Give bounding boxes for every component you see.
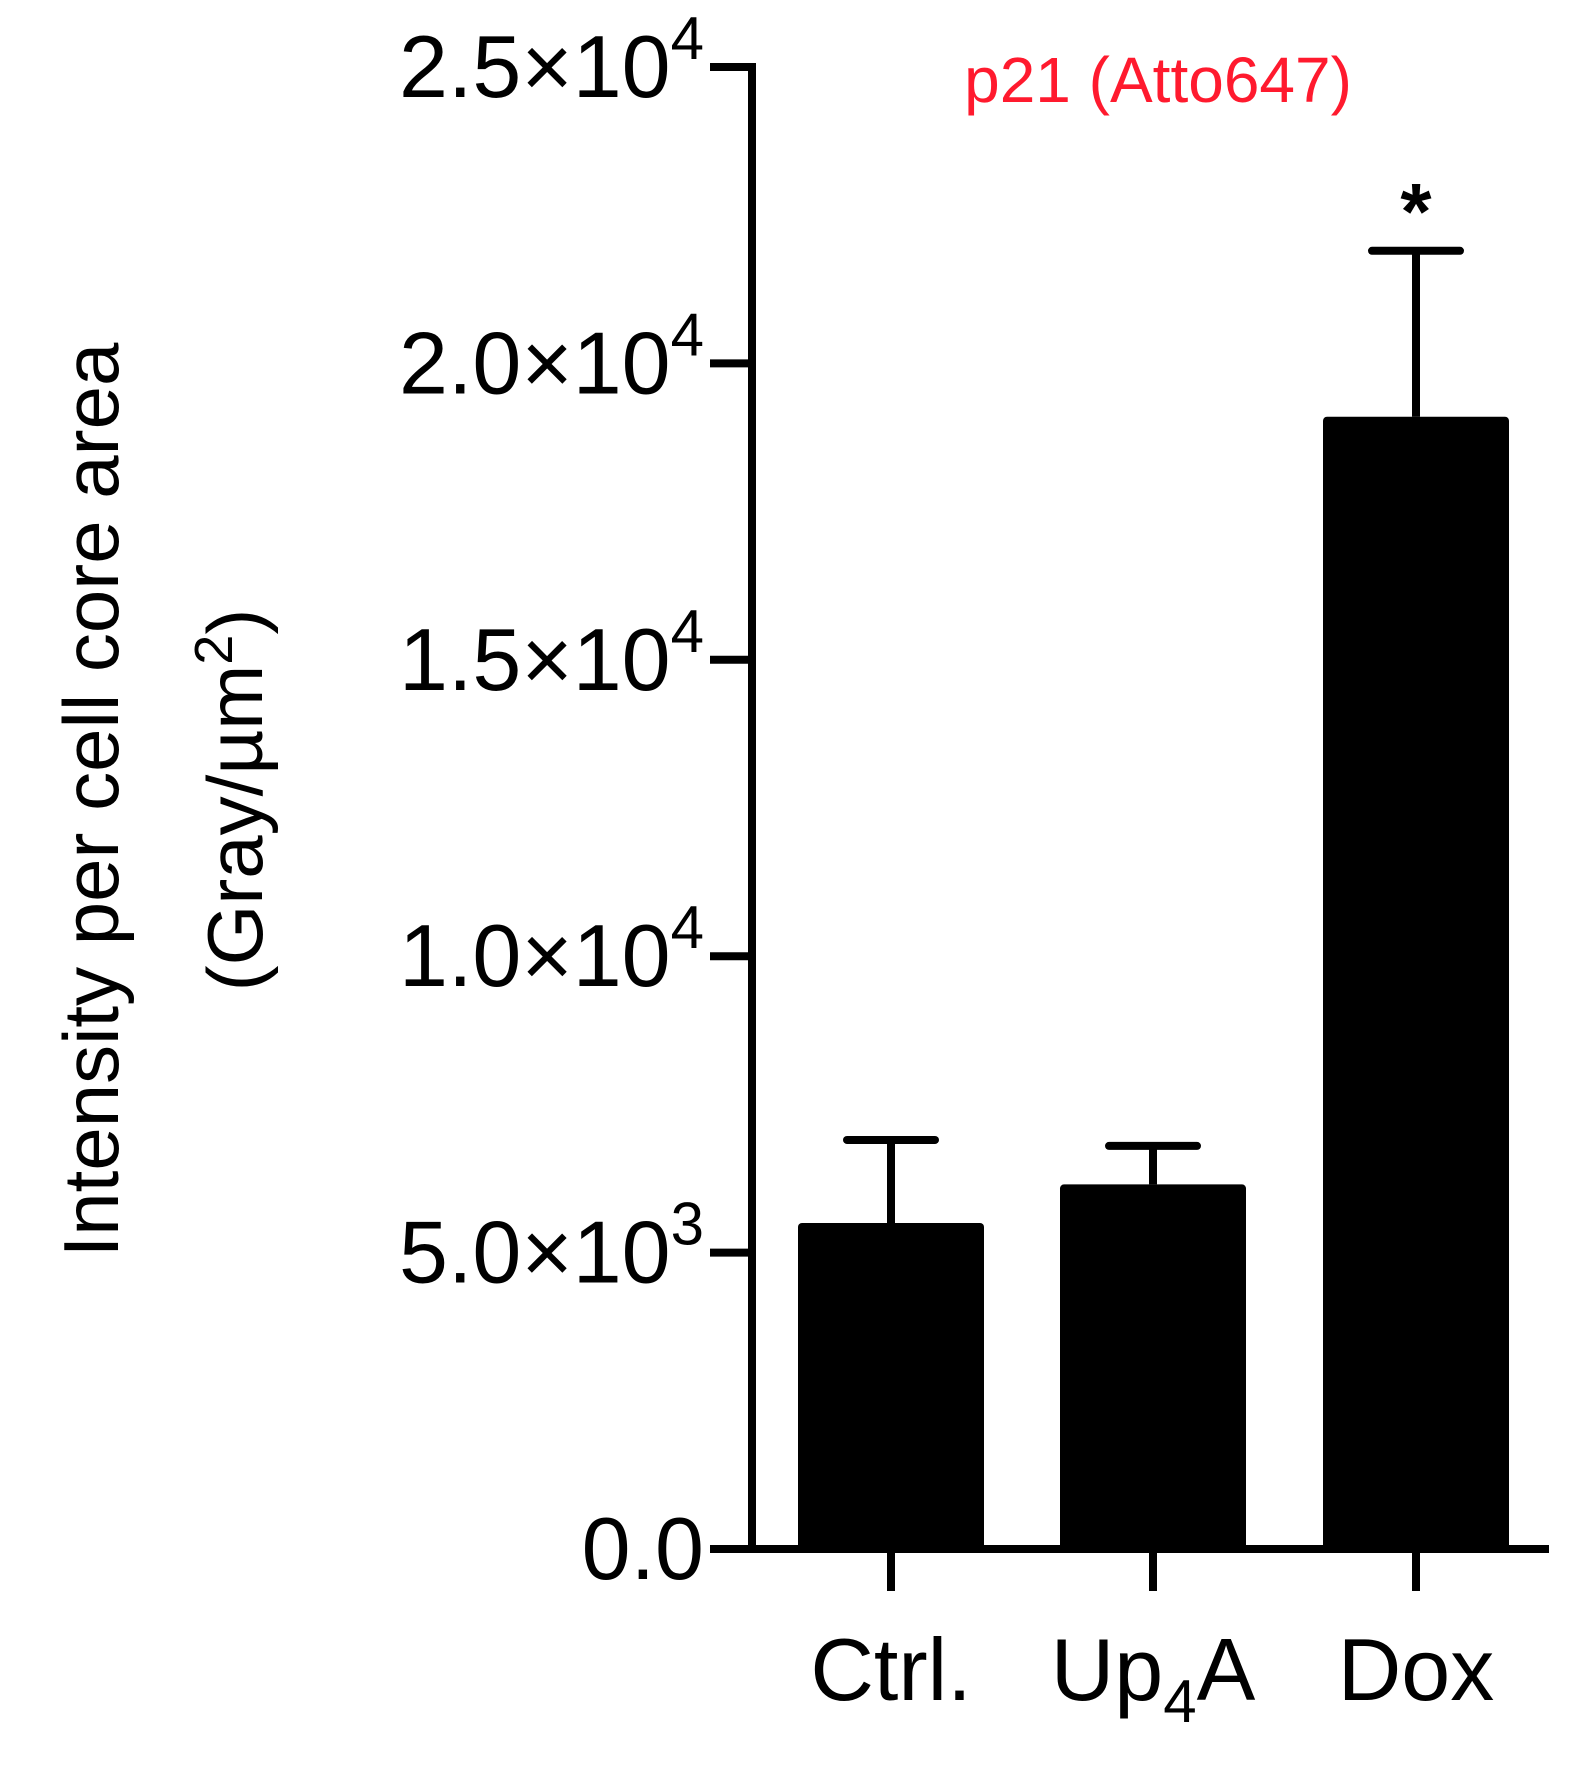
x-tick-label-base: Up bbox=[1051, 1620, 1164, 1719]
y-axis-label-line2-sup: 2 bbox=[184, 635, 244, 665]
x-tick-label-base: Dox bbox=[1338, 1620, 1495, 1719]
y-axis-label-line2-tail: ) bbox=[191, 609, 279, 635]
y-tick-label-exponent: 4 bbox=[671, 894, 704, 961]
x-tick-label-subscript: 4 bbox=[1163, 1668, 1196, 1735]
annotations-group: * bbox=[1400, 167, 1432, 256]
y-tick-label-mantissa: 1.0×10 bbox=[399, 906, 671, 1005]
x-tick-label: Dox bbox=[1338, 1620, 1495, 1719]
y-tick-label: 2.0×104 bbox=[399, 301, 704, 412]
y-axis-label-line2-base: (Gray/µm bbox=[191, 665, 279, 992]
bar bbox=[1323, 416, 1509, 1550]
x-tick-label: Up4A bbox=[1051, 1620, 1256, 1735]
bar bbox=[798, 1222, 984, 1549]
bar bbox=[1060, 1184, 1246, 1549]
bars-group bbox=[798, 416, 1509, 1550]
x-tick-label-base: Ctrl. bbox=[810, 1620, 971, 1719]
y-tick-label-exponent: 4 bbox=[671, 598, 704, 665]
y-tick-label: 0.0 bbox=[582, 1499, 704, 1598]
y-tick-label-mantissa: 2.5×10 bbox=[399, 17, 671, 116]
x-tick-label-tail: A bbox=[1197, 1620, 1256, 1719]
y-tick-label: 1.0×104 bbox=[399, 894, 704, 1005]
y-tick-label-exponent: 4 bbox=[671, 301, 704, 368]
y-axis-label-line2: (Gray/µm2) bbox=[184, 609, 279, 992]
y-tick-label-mantissa: 0.0 bbox=[582, 1499, 704, 1598]
y-tick-label-mantissa: 5.0×10 bbox=[399, 1203, 671, 1302]
y-tick-label-exponent: 3 bbox=[671, 1191, 704, 1258]
chart-title: p21 (Atto647) bbox=[964, 44, 1352, 116]
y-tick-label: 2.5×104 bbox=[399, 5, 704, 116]
y-tick-label: 5.0×103 bbox=[399, 1191, 704, 1302]
x-ticks-group: Ctrl. Up4A Dox bbox=[810, 1549, 1494, 1735]
y-tick-label-mantissa: 2.0×10 bbox=[399, 313, 671, 412]
y-axis-label-line1: Intensity per cell core area bbox=[47, 342, 135, 1257]
y-tick-label-exponent: 4 bbox=[671, 5, 704, 72]
error-bars-group bbox=[843, 246, 1464, 1223]
significance-marker: * bbox=[1400, 167, 1432, 256]
x-tick-label: Ctrl. bbox=[810, 1620, 971, 1719]
y-tick-label-mantissa: 1.5×10 bbox=[399, 610, 671, 709]
y-axis-label: Intensity per cell core area (Gray/µm2) bbox=[47, 342, 279, 1257]
y-tick-label: 1.5×104 bbox=[399, 598, 704, 709]
